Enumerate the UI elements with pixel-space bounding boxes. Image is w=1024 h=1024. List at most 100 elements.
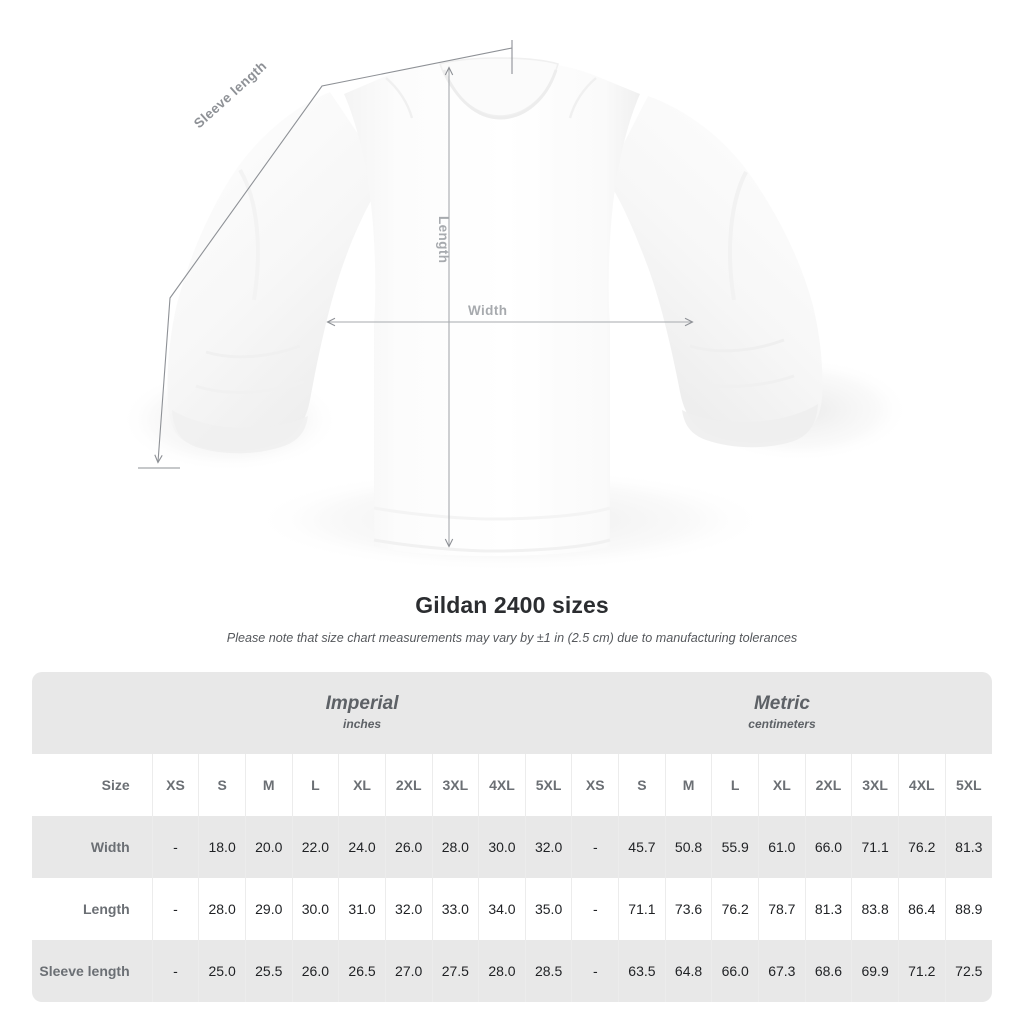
- right-cuff: [682, 404, 818, 448]
- size-table-body: Width -18.0 20.0 22.0 24.0 26.0 28.0 30.0 32.0-4…: [32, 816, 992, 1002]
- cell-sleeve-length-metric-4xl: 71.2: [897, 940, 946, 1002]
- right-sleeve-shape: [606, 96, 823, 443]
- row-label-length: Length: [32, 878, 153, 940]
- cell-sleeve-length-imperial-l: 26.0: [291, 940, 339, 1002]
- size-header-imperial-5xl: 5XL: [524, 754, 572, 816]
- size-header-imperial-s: S: [198, 754, 246, 816]
- cell-length-imperial-4xl: 34.0: [478, 878, 526, 940]
- unit-sub-imperial: inches: [343, 716, 382, 731]
- cell-width-metric-l: 55.9: [711, 816, 759, 878]
- unit-header-metric: Metric centimeters: [571, 672, 992, 754]
- size-header-imperial-l: L: [291, 754, 339, 816]
- cell-length-imperial-xs: -: [151, 878, 199, 940]
- size-column-label: Size: [32, 754, 153, 816]
- size-header-metric-3xl: 3XL: [851, 754, 899, 816]
- cell-sleeve-length-imperial-5xl: 28.5: [524, 940, 572, 1002]
- size-header-imperial-xs: XS: [151, 754, 199, 816]
- length-label: Length: [436, 216, 451, 264]
- cell-sleeve-length-metric-m: 64.8: [664, 940, 712, 1002]
- cell-width-metric-xs: -: [571, 816, 619, 878]
- size-header-row: Size XS S M L XL 2XL 3XL 4XL 5XL XS S M L XL 2XL 3XL 4XL…: [32, 754, 992, 816]
- garment-diagram: Sleeve length Length Width: [120, 40, 910, 572]
- cell-width-imperial-xs: -: [151, 816, 199, 878]
- cell-sleeve-length-metric-2xl: 68.6: [804, 940, 852, 1002]
- cell-length-metric-4xl: 86.4: [897, 878, 946, 940]
- size-header-metric-xl: XL: [758, 754, 806, 816]
- cell-sleeve-length-imperial-xs: -: [151, 940, 199, 1002]
- size-table-wrap: Imperial inches Metric centimeters Size …: [32, 672, 992, 1002]
- cell-length-metric-xl: 78.7: [758, 878, 806, 940]
- size-header-metric-2xl: 2XL: [804, 754, 852, 816]
- unit-name-imperial: Imperial: [325, 693, 399, 715]
- cell-length-metric-xs: -: [571, 878, 619, 940]
- cell-width-imperial-m: 20.0: [244, 816, 293, 878]
- size-header-imperial-m: M: [244, 754, 293, 816]
- cell-width-imperial-4xl: 30.0: [478, 816, 526, 878]
- cell-width-metric-2xl: 66.0: [804, 816, 852, 878]
- row-label-sleeve-length: Sleeve length: [32, 940, 153, 1002]
- cell-sleeve-length-metric-xl: 67.3: [758, 940, 806, 1002]
- table-row: Width -18.0 20.0 22.0 24.0 26.0 28.0 30.0 32.0-4…: [32, 816, 992, 878]
- cell-sleeve-length-metric-5xl: 72.5: [944, 940, 992, 1002]
- cell-width-imperial-xl: 24.0: [338, 816, 386, 878]
- cell-length-imperial-m: 29.0: [244, 878, 293, 940]
- size-header-imperial-xl: XL: [338, 754, 386, 816]
- unit-header-imperial: Imperial inches: [152, 672, 572, 754]
- cell-width-metric-5xl: 81.3: [944, 816, 992, 878]
- cell-sleeve-length-metric-s: 63.5: [618, 940, 666, 1002]
- size-header-metric-xs: XS: [571, 754, 619, 816]
- cell-length-imperial-xl: 31.0: [338, 878, 386, 940]
- cell-length-metric-s: 71.1: [618, 878, 666, 940]
- cell-length-metric-m: 73.6: [664, 878, 712, 940]
- cell-length-imperial-2xl: 32.0: [384, 878, 432, 940]
- cell-length-imperial-s: 28.0: [198, 878, 246, 940]
- cell-sleeve-length-metric-l: 66.0: [711, 940, 759, 1002]
- size-header-imperial-3xl: 3XL: [431, 754, 479, 816]
- cell-width-imperial-l: 22.0: [291, 816, 339, 878]
- title-block: Gildan 2400 sizes Please note that size …: [0, 592, 1024, 645]
- cell-width-imperial-s: 18.0: [198, 816, 246, 878]
- cell-sleeve-length-metric-xs: -: [571, 940, 619, 1002]
- unit-corner-cell: [32, 672, 153, 754]
- cell-width-metric-m: 50.8: [664, 816, 712, 878]
- left-sleeve-shape: [167, 92, 386, 451]
- left-cuff: [172, 410, 308, 454]
- garment-illustration: [120, 40, 910, 572]
- size-header-imperial-2xl: 2XL: [384, 754, 432, 816]
- cell-length-imperial-3xl: 33.0: [431, 878, 479, 940]
- size-header-metric-l: L: [711, 754, 759, 816]
- size-header-metric-4xl: 4XL: [897, 754, 946, 816]
- tolerance-note: Please note that size chart measurements…: [226, 631, 798, 645]
- shirt-body-shape: [344, 60, 640, 556]
- cell-length-metric-l: 76.2: [711, 878, 759, 940]
- table-row: Sleeve length -25.0 25.5 26.0 26.5 27.0 27.5 28…: [32, 940, 992, 1002]
- cell-sleeve-length-imperial-2xl: 27.0: [384, 940, 432, 1002]
- cell-sleeve-length-imperial-4xl: 28.0: [478, 940, 526, 1002]
- cell-width-imperial-5xl: 32.0: [524, 816, 572, 878]
- unit-header-row: Imperial inches Metric centimeters: [32, 672, 992, 754]
- sleeve-length-guide: [138, 40, 513, 469]
- size-header-metric-5xl: 5XL: [944, 754, 992, 816]
- size-header-metric-m: M: [664, 754, 712, 816]
- size-header-imperial-4xl: 4XL: [478, 754, 526, 816]
- cell-width-metric-s: 45.7: [618, 816, 666, 878]
- cell-sleeve-length-imperial-m: 25.5: [244, 940, 293, 1002]
- table-row: Length -28.0 29.0 30.0 31.0 32.0 33.0 34.0 35.0-…: [32, 878, 992, 940]
- unit-name-metric: Metric: [753, 693, 810, 715]
- cell-length-metric-2xl: 81.3: [804, 878, 852, 940]
- cell-sleeve-length-imperial-s: 25.0: [198, 940, 246, 1002]
- cell-width-metric-4xl: 76.2: [897, 816, 946, 878]
- page-title: Gildan 2400 sizes: [415, 592, 609, 618]
- cell-length-imperial-l: 30.0: [291, 878, 339, 940]
- cell-width-imperial-2xl: 26.0: [384, 816, 432, 878]
- cell-width-imperial-3xl: 28.0: [431, 816, 479, 878]
- cell-length-metric-3xl: 83.8: [851, 878, 899, 940]
- cell-sleeve-length-imperial-xl: 26.5: [338, 940, 386, 1002]
- width-label: Width: [468, 303, 508, 318]
- cell-length-imperial-5xl: 35.0: [524, 878, 572, 940]
- unit-sub-metric: centimeters: [748, 716, 816, 731]
- cell-sleeve-length-metric-3xl: 69.9: [851, 940, 899, 1002]
- cell-sleeve-length-imperial-3xl: 27.5: [431, 940, 479, 1002]
- cell-width-metric-3xl: 71.1: [851, 816, 899, 878]
